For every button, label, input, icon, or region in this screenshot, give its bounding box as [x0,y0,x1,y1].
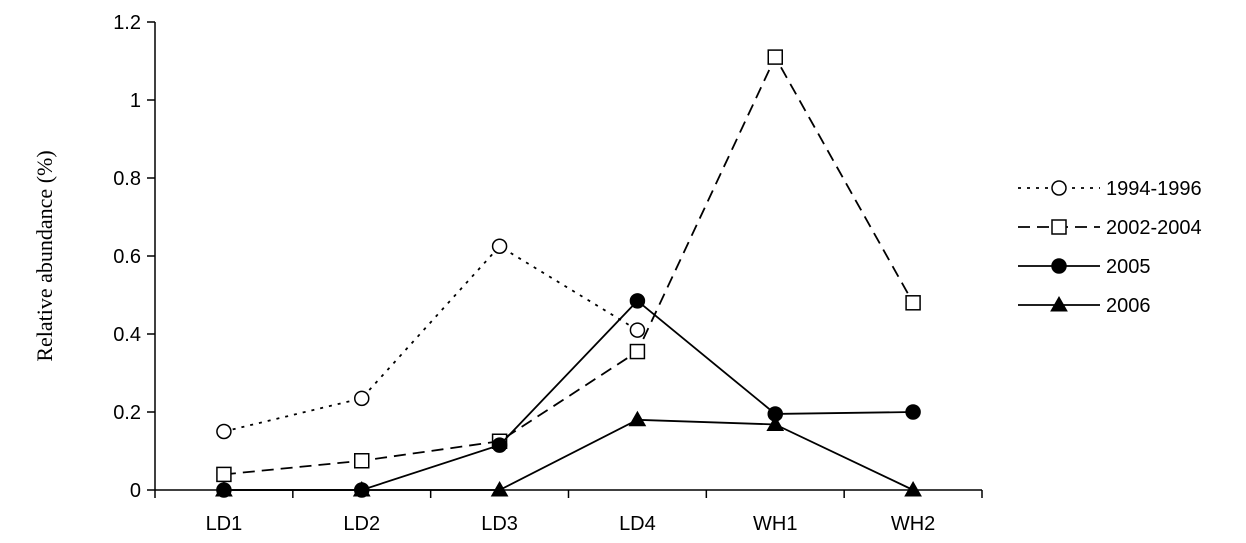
y-tick-label: 0 [130,480,141,502]
legend-label: 2002-2004 [1106,217,1202,239]
data-point [905,295,921,311]
data-point [629,343,646,360]
data-point [766,415,785,431]
y-axis-label: Relative abundance (%) [32,150,57,361]
data-point [354,453,370,469]
data-point [490,480,509,497]
data-point [216,423,232,440]
data-point [767,49,783,65]
series-1 [216,49,921,483]
series-line [223,245,638,433]
data-point [354,390,370,407]
x-tick-label: LD2 [343,513,380,535]
legend-item: 1994-1996 [1018,178,1202,200]
series-line [223,55,914,476]
x-tick-label: WH2 [891,513,935,535]
legend-marker [1051,219,1067,235]
x-tick-label: LD4 [619,513,656,535]
data-point [215,480,233,497]
legend-label: 2005 [1106,256,1151,278]
legend-marker [1051,180,1067,196]
series-group [215,49,922,498]
axes [154,22,982,491]
legend-marker [1050,295,1068,312]
legend-item: 2006 [1018,295,1151,317]
x-tick-label: LD1 [206,513,243,535]
y-tick-label: 0.8 [113,168,141,190]
data-point [628,410,647,427]
series-3 [215,410,922,497]
x-tick-label: LD3 [481,513,518,535]
legend-label: 2006 [1106,295,1151,317]
legend-item: 2005 [1018,256,1151,278]
legend-label: 1994-1996 [1106,178,1202,200]
series-line [223,418,914,491]
data-point [904,480,922,497]
data-point [905,404,921,420]
legend: 1994-1996 2002-2004 2005 2006 [1018,178,1202,317]
y-tick-label: 1.2 [113,12,141,34]
y-ticks: 0 0.2 0.4 0.6 0.8 1 1.2 [113,12,155,502]
series-line [223,299,914,491]
x-tick-label: WH1 [753,513,797,535]
x-ticks: LD1 LD2 LD3 LD4 WH1 WH2 [154,490,983,535]
y-tick-label: 1 [130,90,141,112]
legend-marker [1051,258,1067,274]
data-point [629,293,646,309]
y-tick-label: 0.4 [113,324,141,346]
data-point [352,480,371,497]
data-point [629,322,646,338]
series-0 [216,238,646,440]
y-tick-label: 0.6 [113,246,141,268]
legend-item: 2002-2004 [1018,217,1202,239]
data-point [491,238,508,254]
series-2 [216,293,921,498]
data-point [216,466,232,483]
data-point [491,437,508,453]
y-tick-label: 0.2 [113,402,141,424]
